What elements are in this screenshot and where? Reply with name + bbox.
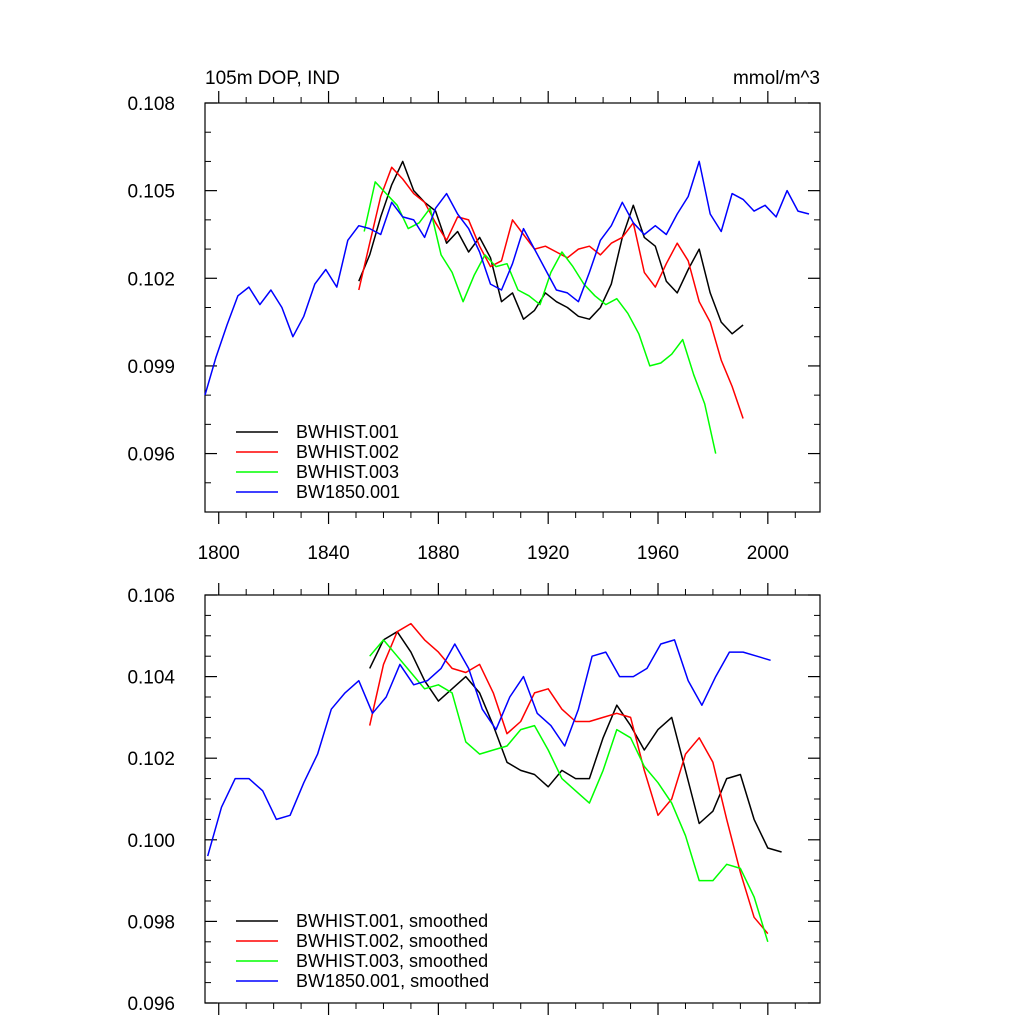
top-legend-label-1: BWHIST.001 xyxy=(296,422,399,442)
top-legend-label-4: BW1850.001 xyxy=(296,482,400,502)
bottom-series-line-4 xyxy=(206,639,771,857)
bottom-legend-label-1: BWHIST.001, smoothed xyxy=(296,911,488,931)
top-y-tick-label: 0.096 xyxy=(127,445,175,466)
top-legend-label-2: BWHIST.002 xyxy=(296,442,399,462)
top-series-line-1 xyxy=(358,160,744,335)
bottom-y-tick-label: 0.100 xyxy=(127,831,175,852)
top-chart-panel: 0.096 0.099 0.102 0.105 0.108 1800 1840 1880 192… xyxy=(127,91,821,564)
bottom-series-line-1 xyxy=(369,630,782,853)
bottom-legend-label-3: BWHIST.003, smoothed xyxy=(296,951,488,971)
top-chart-title: 105m DOP, IND xyxy=(205,68,340,89)
top-x-tick-label: 1840 xyxy=(307,543,349,564)
top-x-tick-label: 1800 xyxy=(198,543,240,564)
top-y-tick-label: 0.105 xyxy=(127,182,175,203)
bottom-chart-panel: 0.096 0.098 0.100 0.102 0.104 0.106 BWHIST.001… xyxy=(127,583,821,1015)
top-x-tick-label: 1960 xyxy=(637,543,679,564)
bottom-legend-label-4: BW1850.001, smoothed xyxy=(296,971,489,991)
bottom-y-tick-label: 0.106 xyxy=(127,586,175,607)
top-y-tick-label: 0.099 xyxy=(127,357,175,378)
top-x-tick-label: 1920 xyxy=(527,543,569,564)
top-series-line-3 xyxy=(363,181,717,454)
bottom-legend-label-2: BWHIST.002, smoothed xyxy=(296,931,488,951)
top-y-tick-label: 0.108 xyxy=(127,94,175,115)
top-legend-label-3: BWHIST.003 xyxy=(296,462,399,482)
bottom-series-line-3 xyxy=(369,639,769,943)
top-series-line-2 xyxy=(358,166,744,419)
top-chart-units: mmol/m^3 xyxy=(733,68,820,89)
top-x-tick-label: 1880 xyxy=(417,543,459,564)
top-y-tick-label: 0.102 xyxy=(127,269,175,290)
top-x-tick-label: 2000 xyxy=(747,543,789,564)
bottom-series-line-2 xyxy=(368,622,769,935)
bottom-y-tick-label: 0.096 xyxy=(127,994,175,1015)
bottom-y-tick-label: 0.102 xyxy=(127,749,175,770)
bottom-y-tick-label: 0.104 xyxy=(127,668,175,689)
top-series-line-4 xyxy=(204,160,810,396)
bottom-y-tick-label: 0.098 xyxy=(127,912,175,933)
